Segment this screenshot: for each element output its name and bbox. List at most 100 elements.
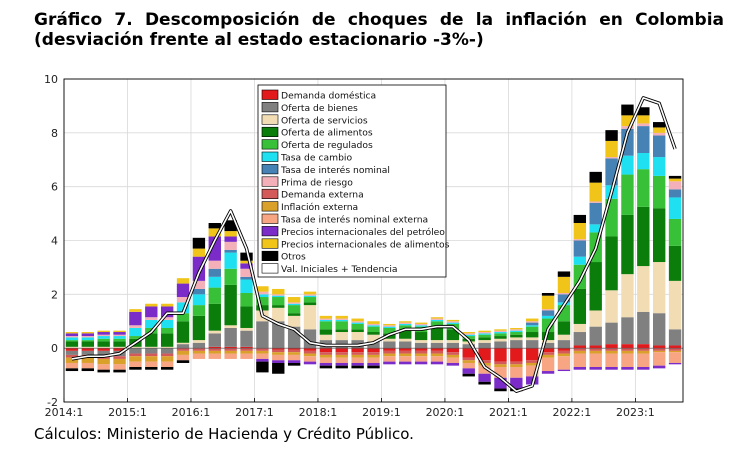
bar-segment-4-1 <box>81 340 94 342</box>
bar-segment-3-31 <box>557 321 571 335</box>
bar-segment-7-34 <box>605 157 618 159</box>
bar-segment-11-24 <box>446 362 460 366</box>
bar-segment-1-19 <box>367 341 380 349</box>
bar-segment-9-13 <box>272 352 285 355</box>
bar-segment-10-25 <box>462 362 475 369</box>
bar-segment-10-33 <box>589 353 602 368</box>
bar-segment-1-37 <box>653 313 666 346</box>
bar-segment-3-17 <box>335 329 348 333</box>
bar-segment-1-32 <box>573 332 587 346</box>
bar-segment-12-16 <box>319 315 333 319</box>
bar-segment-3-21 <box>399 330 412 339</box>
bar-segment-4-36 <box>637 169 650 207</box>
bar-segment-4-19 <box>367 326 380 333</box>
bar-segment-9-32 <box>573 350 587 354</box>
bar-segment-0-1 <box>81 348 94 351</box>
bar-segment-12-35 <box>621 115 634 127</box>
bar-segment-2-26 <box>478 340 491 343</box>
bar-segment-3-12 <box>256 305 269 311</box>
bar-segment-7-38 <box>668 181 682 190</box>
bar-segment-13-17 <box>335 365 348 369</box>
bar-segment-13-26 <box>478 381 491 385</box>
bar-segment-8-22 <box>414 350 428 354</box>
legend-label-7: Prima de riesgo <box>281 177 353 188</box>
bar-segment-2-17 <box>335 332 348 341</box>
bar-segment-8-33 <box>589 348 602 351</box>
bar-segment-1-2 <box>97 350 110 357</box>
bar-segment-9-25 <box>462 360 475 363</box>
bar-segment-3-36 <box>637 206 650 267</box>
bar-segment-0-13 <box>272 348 285 350</box>
bar-segment-10-21 <box>399 356 412 362</box>
bar-segment-12-15 <box>303 291 317 295</box>
legend-swatch-12 <box>261 238 279 249</box>
bar-segment-4-38 <box>668 218 682 246</box>
bar-segment-9-22 <box>414 353 428 357</box>
bar-segment-2-23 <box>430 340 444 343</box>
bar-segment-13-1 <box>81 368 94 372</box>
bar-segment-3-14 <box>287 313 301 316</box>
bar-segment-0-33 <box>589 345 602 349</box>
bar-segment-2-2 <box>97 346 110 349</box>
bar-segment-13-34 <box>605 130 618 141</box>
bar-segment-11-31 <box>557 369 571 372</box>
bar-segment-3-27 <box>494 336 507 339</box>
bar-segment-2-29 <box>526 337 539 341</box>
bar-segment-5-24 <box>446 322 460 324</box>
bar-segment-9-0 <box>65 357 79 363</box>
bar-segment-3-15 <box>303 302 317 306</box>
chart-title: Gráfico 7. Descomposición de choques de … <box>34 10 724 50</box>
bar-segment-8-37 <box>653 348 666 351</box>
bar-segment-11-9 <box>208 236 221 261</box>
bar-segment-7-10 <box>224 241 237 250</box>
x-tick-label: 2022:1 <box>553 406 592 419</box>
bar-segment-11-5 <box>145 306 158 318</box>
bar-segment-11-18 <box>351 362 364 366</box>
bar-segment-1-31 <box>557 340 571 349</box>
bar-segment-13-19 <box>367 365 380 369</box>
bar-segment-3-24 <box>446 329 460 341</box>
bar-segment-9-5 <box>145 356 158 362</box>
bar-segment-10-32 <box>573 353 587 368</box>
bar-segment-2-0 <box>65 346 79 349</box>
bar-segment-8-14 <box>287 349 301 353</box>
bar-segment-10-18 <box>351 357 364 363</box>
bar-segment-1-34 <box>605 322 618 345</box>
legend-swatch-10 <box>261 213 279 224</box>
bar-segment-6-9 <box>208 268 221 277</box>
legend-label-8: Demanda externa <box>281 190 364 201</box>
bar-segment-9-35 <box>621 350 634 354</box>
bar-segment-11-26 <box>478 373 491 382</box>
bar-segment-13-9 <box>208 223 221 229</box>
bar-segment-9-28 <box>510 364 523 368</box>
bar-segment-4-3 <box>113 338 126 342</box>
bar-segment-1-6 <box>160 348 174 354</box>
bar-segment-6-29 <box>526 322 539 326</box>
bar-segment-10-30 <box>541 357 555 372</box>
bar-segment-2-33 <box>589 310 602 327</box>
bar-segment-8-8 <box>192 348 206 351</box>
bar-segment-4-23 <box>430 321 444 327</box>
bar-segment-13-8 <box>192 237 206 249</box>
bar-segment-1-12 <box>256 321 269 349</box>
bar-segment-3-0 <box>65 341 79 347</box>
bar-segment-11-23 <box>430 361 444 365</box>
legend-swatch-3 <box>261 126 279 137</box>
bar-segment-8-17 <box>335 352 348 355</box>
x-tick-label: 2015:1 <box>108 406 147 419</box>
legend-swatch-4 <box>261 139 279 150</box>
bar-segment-8-7 <box>176 348 190 351</box>
x-tick-label: 2023:1 <box>616 406 655 419</box>
bar-segment-8-21 <box>399 350 412 354</box>
bar-segment-7-20 <box>383 325 396 327</box>
line-layer <box>71 96 677 393</box>
bar-segment-2-30 <box>541 340 555 343</box>
legend-swatch-11 <box>261 226 279 237</box>
bar-segment-3-16 <box>319 329 333 335</box>
bar-segment-7-28 <box>510 329 523 331</box>
legend-swatch-6 <box>261 164 279 175</box>
bar-segment-13-32 <box>573 214 587 224</box>
bar-segment-3-30 <box>541 332 555 341</box>
bar-segment-13-16 <box>319 365 333 369</box>
bar-segment-5-1 <box>81 337 94 341</box>
